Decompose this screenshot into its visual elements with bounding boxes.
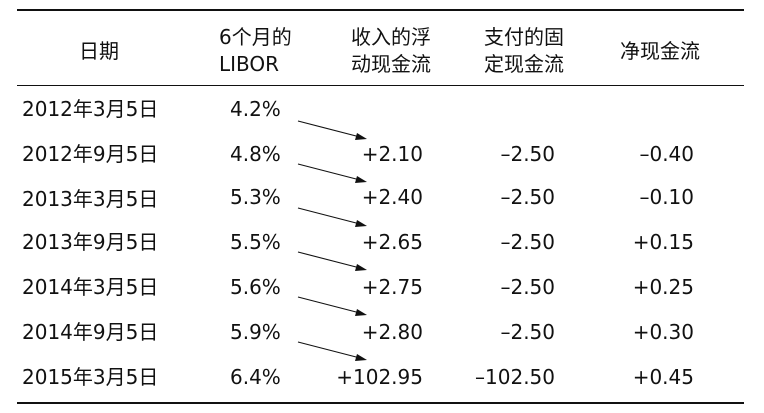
row-7-receive: +102.95 xyxy=(336,365,423,389)
row-4-receive: +2.65 xyxy=(361,230,423,254)
row-3-net: –0.10 xyxy=(639,185,694,209)
header-receive-float: 收入的浮 动现金流 xyxy=(351,25,431,76)
row-1-date: 2012年3月5日 xyxy=(22,97,159,121)
row-6-libor: 5.9% xyxy=(230,320,281,344)
row-4-pay: –2.50 xyxy=(500,230,555,254)
row-6-pay: –2.50 xyxy=(500,320,555,344)
arrow-icon xyxy=(297,251,367,271)
row-4-date: 2013年9月5日 xyxy=(22,230,159,254)
row-2-pay: –2.50 xyxy=(500,142,555,166)
header-pay-fixed: 支付的固 定现金流 xyxy=(484,25,564,76)
row-5-date: 2014年3月5日 xyxy=(22,275,159,299)
row-3-libor: 5.3% xyxy=(230,185,281,209)
row-5-receive: +2.75 xyxy=(361,275,423,299)
row-5-net: +0.25 xyxy=(632,275,694,299)
row-4-net: +0.15 xyxy=(632,230,694,254)
arrow-icon xyxy=(297,120,367,140)
header-date: 日期 xyxy=(79,39,119,63)
row-2-net: –0.40 xyxy=(639,142,694,166)
table-header-rule xyxy=(17,85,744,86)
arrow-icon xyxy=(297,207,367,227)
row-7-libor: 6.4% xyxy=(230,365,281,389)
row-3-receive: +2.40 xyxy=(361,185,423,209)
row-5-libor: 5.6% xyxy=(230,275,281,299)
row-6-date: 2014年9月5日 xyxy=(22,320,159,344)
row-6-receive: +2.80 xyxy=(361,320,423,344)
row-2-receive: +2.10 xyxy=(361,142,423,166)
row-7-pay: –102.50 xyxy=(475,365,555,389)
header-net: 净现金流 xyxy=(620,39,700,63)
row-7-net: +0.45 xyxy=(632,365,694,389)
row-2-date: 2012年9月5日 xyxy=(22,142,159,166)
row-5-pay: –2.50 xyxy=(500,275,555,299)
row-1-libor: 4.2% xyxy=(230,97,281,121)
arrow-icon xyxy=(297,296,367,316)
row-2-libor: 4.8% xyxy=(230,142,281,166)
row-6-net: +0.30 xyxy=(632,320,694,344)
row-3-date: 2013年3月5日 xyxy=(22,187,159,211)
row-4-libor: 5.5% xyxy=(230,230,281,254)
arrow-icon xyxy=(297,163,367,183)
row-3-pay: –2.50 xyxy=(500,185,555,209)
table-bottom-rule xyxy=(17,402,744,404)
arrow-icon xyxy=(297,341,367,361)
header-libor: 6个月的 LIBOR xyxy=(219,25,292,76)
table-top-rule xyxy=(17,9,744,11)
row-7-date: 2015年3月5日 xyxy=(22,365,159,389)
